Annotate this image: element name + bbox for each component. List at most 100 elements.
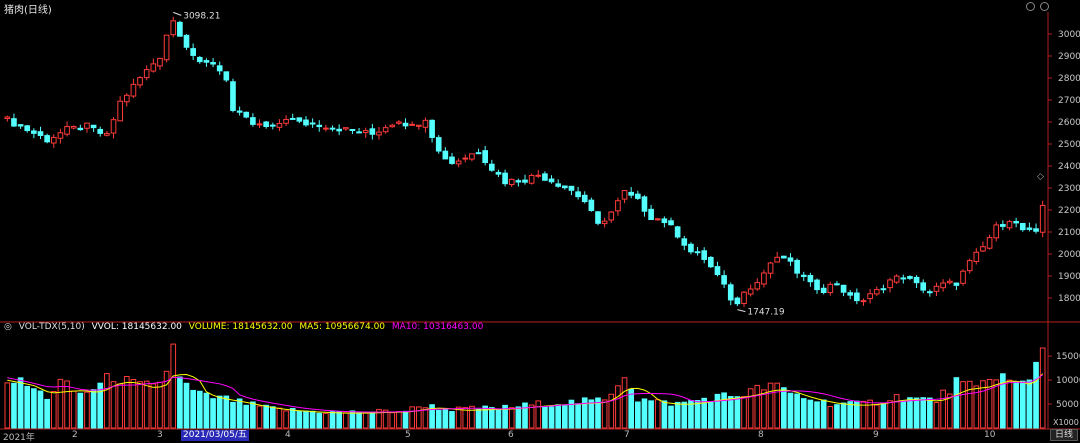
volume-bar [993, 379, 1000, 429]
candle-body [887, 279, 893, 289]
candle-body [223, 71, 230, 81]
volume-bar [873, 404, 880, 429]
candle-body [117, 100, 123, 122]
candle-body [429, 119, 435, 138]
candle-body [628, 191, 635, 196]
volume-bar [342, 412, 349, 429]
volume-bar [800, 398, 807, 429]
candle-body [256, 123, 263, 126]
candle-body [980, 246, 986, 252]
volume-bar [708, 401, 714, 429]
vvol-value: VVOL: 18145632.00 [91, 322, 182, 332]
volume-bar [143, 380, 150, 429]
candle-body [236, 110, 243, 113]
volume-value: VOLUME: 18145632.00 [188, 322, 293, 332]
candle-body [767, 262, 774, 274]
candle-body [123, 94, 130, 103]
price-tick-label: 1800 [1058, 294, 1080, 304]
volume-bar [568, 399, 575, 429]
volume-tick-label: 5000 [1056, 400, 1079, 410]
candle-body [854, 292, 860, 302]
candle-body [635, 193, 641, 199]
candle-body [356, 131, 362, 134]
candle-body [469, 153, 475, 160]
candle-body [303, 119, 309, 126]
volume-bar [561, 405, 568, 429]
price-tick-label: 3000 [1058, 30, 1080, 40]
candle-body [694, 251, 701, 254]
volume-bar [256, 405, 263, 429]
volume-bar [90, 389, 97, 429]
volume-bar [482, 405, 489, 429]
candle-body [422, 119, 429, 128]
price-tick-label: 2700 [1058, 96, 1080, 106]
close-circle-icon[interactable] [1040, 2, 1049, 11]
candle-body [177, 21, 183, 37]
volume-bar [177, 376, 183, 429]
volume-bar [595, 397, 601, 429]
volume-bar [349, 410, 356, 429]
candle-body [581, 194, 588, 203]
candle-body [97, 128, 104, 134]
candle-body [31, 130, 37, 134]
candle-body [57, 132, 64, 139]
volume-bar [449, 411, 455, 429]
volume-bar [469, 405, 475, 429]
volume-bar [641, 398, 648, 429]
volume-bar [137, 381, 143, 429]
candle-body [409, 123, 415, 126]
candle-body [203, 60, 210, 63]
volume-bar [356, 412, 362, 429]
volume-bar [250, 401, 256, 429]
candle-body [555, 183, 562, 187]
candle-body [933, 285, 940, 292]
settings-circle-icon[interactable] [1026, 2, 1035, 11]
candle-body [104, 132, 110, 136]
volume-bar [867, 399, 873, 429]
candle-body [940, 282, 946, 289]
volume-bar [296, 410, 303, 429]
volume-bar [668, 405, 674, 429]
volume-bar [774, 382, 781, 429]
settings-circle-icon-small[interactable]: ◎ [4, 322, 12, 332]
volume-bar [794, 393, 800, 429]
volume-indicator-name[interactable]: VOL-TDX(5,10) [18, 322, 85, 332]
candle-body [774, 256, 781, 263]
candle-body [761, 272, 767, 285]
candle-body [11, 118, 17, 127]
candle-body [269, 124, 276, 127]
month-label: 4 [285, 430, 291, 440]
candle-body [595, 211, 601, 224]
candle-body [369, 128, 376, 135]
volume-bar [834, 404, 840, 429]
volume-bar [502, 404, 508, 429]
price-tick-label: 2900 [1058, 52, 1080, 62]
price-tick-label: 2100 [1058, 228, 1080, 238]
volume-bar [787, 392, 794, 429]
volume-bar [827, 406, 834, 429]
candle-body [24, 125, 31, 132]
volume-bar [880, 402, 887, 429]
candle-body [316, 124, 323, 128]
candle-body [648, 208, 654, 221]
volume-bar [966, 380, 973, 429]
price-tick-label: 2300 [1058, 184, 1080, 194]
diamond-icon[interactable]: ◇ [1037, 172, 1044, 182]
period-button[interactable]: 日线 [1050, 429, 1078, 441]
volume-bar [681, 401, 688, 429]
candle-body [362, 130, 369, 134]
volume-bar [276, 407, 283, 429]
candle-body [714, 266, 721, 276]
volume-bar [163, 370, 170, 429]
candle-body [727, 284, 734, 301]
price-tick-label: 2400 [1058, 162, 1080, 172]
candle-body [376, 131, 382, 136]
volume-bar [289, 407, 296, 429]
candle-body [1006, 221, 1013, 229]
volume-bar [820, 399, 827, 429]
candle-body [953, 282, 960, 286]
volume-bar [807, 399, 814, 429]
volume-bar [747, 388, 754, 429]
volume-bar [588, 399, 595, 429]
